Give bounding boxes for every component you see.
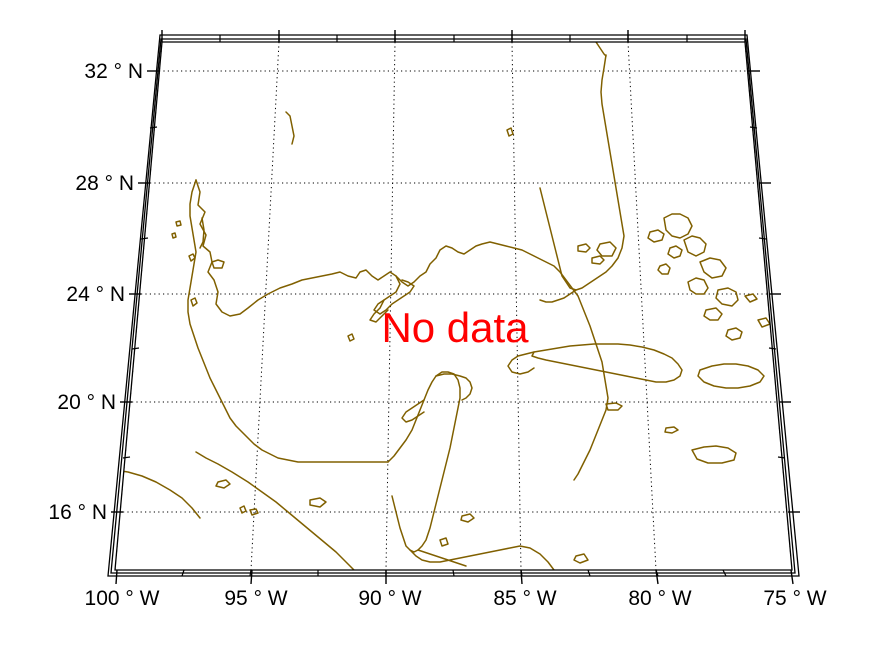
longitude-labels: 100 ° W 95 ° W 90 ° W 85 ° W 80 ° W 75 °… (85, 587, 827, 610)
coastline-central-america (409, 545, 555, 570)
coastline-yucatan-west-bay (401, 399, 425, 423)
latitude-labels: 32 ° N 28 ° N 24 ° N 20 ° N 16 ° N (48, 60, 143, 524)
coastline-islet-2 (171, 232, 177, 239)
coastline-georgia (595, 42, 607, 57)
coastline-islet-10 (460, 513, 475, 523)
coastline-islet-9 (439, 537, 449, 547)
coastline-delta-finger (369, 299, 389, 323)
coastline-bahamas-8 (703, 307, 723, 321)
map-frame-group (107, 34, 800, 577)
coastline-islet-13 (744, 293, 758, 303)
coastline-islet-7 (309, 497, 327, 508)
coastline-mexico-isl2 (190, 297, 198, 307)
lat-label-20: 20 ° N (57, 391, 116, 414)
map-background (115, 42, 792, 570)
lon-label-95: 95 ° W (224, 587, 287, 610)
coastline-bahamas-6 (715, 287, 739, 307)
coastline-mexico-isl1 (188, 253, 196, 262)
tick-lon-75 (790, 569, 794, 585)
coastline-jamaica (691, 445, 737, 464)
tick-lon-100 (115, 569, 118, 585)
coastline-belize (417, 549, 467, 567)
coastline-islet-3 (285, 111, 295, 145)
gridline-lon-95 (250, 42, 280, 570)
lat-label-32: 32 ° N (84, 60, 143, 83)
coastline-florida-keys (539, 289, 577, 303)
coastline-group (115, 42, 771, 570)
lon-label-75: 75 ° W (763, 587, 826, 610)
tick-lon-85 (520, 569, 523, 585)
gridline-lon-80 (627, 42, 657, 570)
coastline-us-gulf (195, 179, 609, 481)
coastline-bahamas-3 (699, 257, 727, 279)
coastline-islet-1 (175, 220, 182, 227)
coastline-bahamas-1 (663, 213, 693, 239)
map-frame-middle (110, 38, 796, 574)
coastline-lake-okeechobee (596, 241, 617, 257)
coastline-bahamas-5 (647, 229, 665, 243)
axis-ticks (111, 30, 800, 585)
no-data-label: No data (381, 304, 529, 351)
coastline-bahamas-4 (687, 277, 709, 295)
coastline-bahamas-2 (683, 235, 707, 257)
coastline-bahamas-7 (667, 245, 683, 259)
coastline-island-keys2 (591, 255, 605, 265)
map-frame-inner (114, 41, 793, 571)
coastline-texas-bay (211, 259, 225, 269)
coastline-mexico-east (187, 179, 389, 463)
boundary-mexico-interior (195, 451, 355, 570)
tick-lon-95 (250, 569, 253, 585)
coastline-mississippi-delta (373, 275, 415, 315)
coastline-islet-12 (664, 426, 679, 434)
map-frame-outer (107, 34, 800, 577)
coastline-cayman (605, 402, 623, 411)
lon-label-85: 85 ° W (493, 587, 556, 610)
coastline-cuba-west (507, 351, 535, 375)
coastline-islet-6 (215, 479, 231, 489)
coastline-island-keys1 (577, 243, 591, 253)
coastline-bahamas-9 (657, 263, 671, 275)
coastline-islet-5 (347, 333, 355, 342)
lat-label-24: 24 ° N (66, 283, 125, 306)
coastline-hispaniola (697, 363, 765, 389)
lon-label-80: 80 ° W (628, 587, 691, 610)
gridline-lon-85 (511, 42, 522, 570)
coastline-islet-8 (249, 508, 259, 516)
lon-label-90: 90 ° W (358, 587, 421, 610)
coastline-padre-island (199, 217, 205, 249)
coastline-bahamas-10 (725, 327, 743, 341)
boundary-mexico-west (115, 469, 201, 519)
coastline-islet-15 (239, 505, 247, 514)
lon-label-100: 100 ° W (85, 587, 160, 610)
lat-label-16: 16 ° N (48, 501, 107, 524)
coastline-islet-4 (506, 127, 514, 137)
coastline-islet-11 (573, 553, 589, 564)
lat-label-28: 28 ° N (75, 172, 134, 195)
coastline-cuba (531, 343, 683, 383)
coastline-yucatan (387, 371, 461, 553)
tick-lon-80 (655, 569, 659, 585)
coastline-yucatan-north (435, 373, 473, 401)
coastline-florida (539, 54, 625, 291)
